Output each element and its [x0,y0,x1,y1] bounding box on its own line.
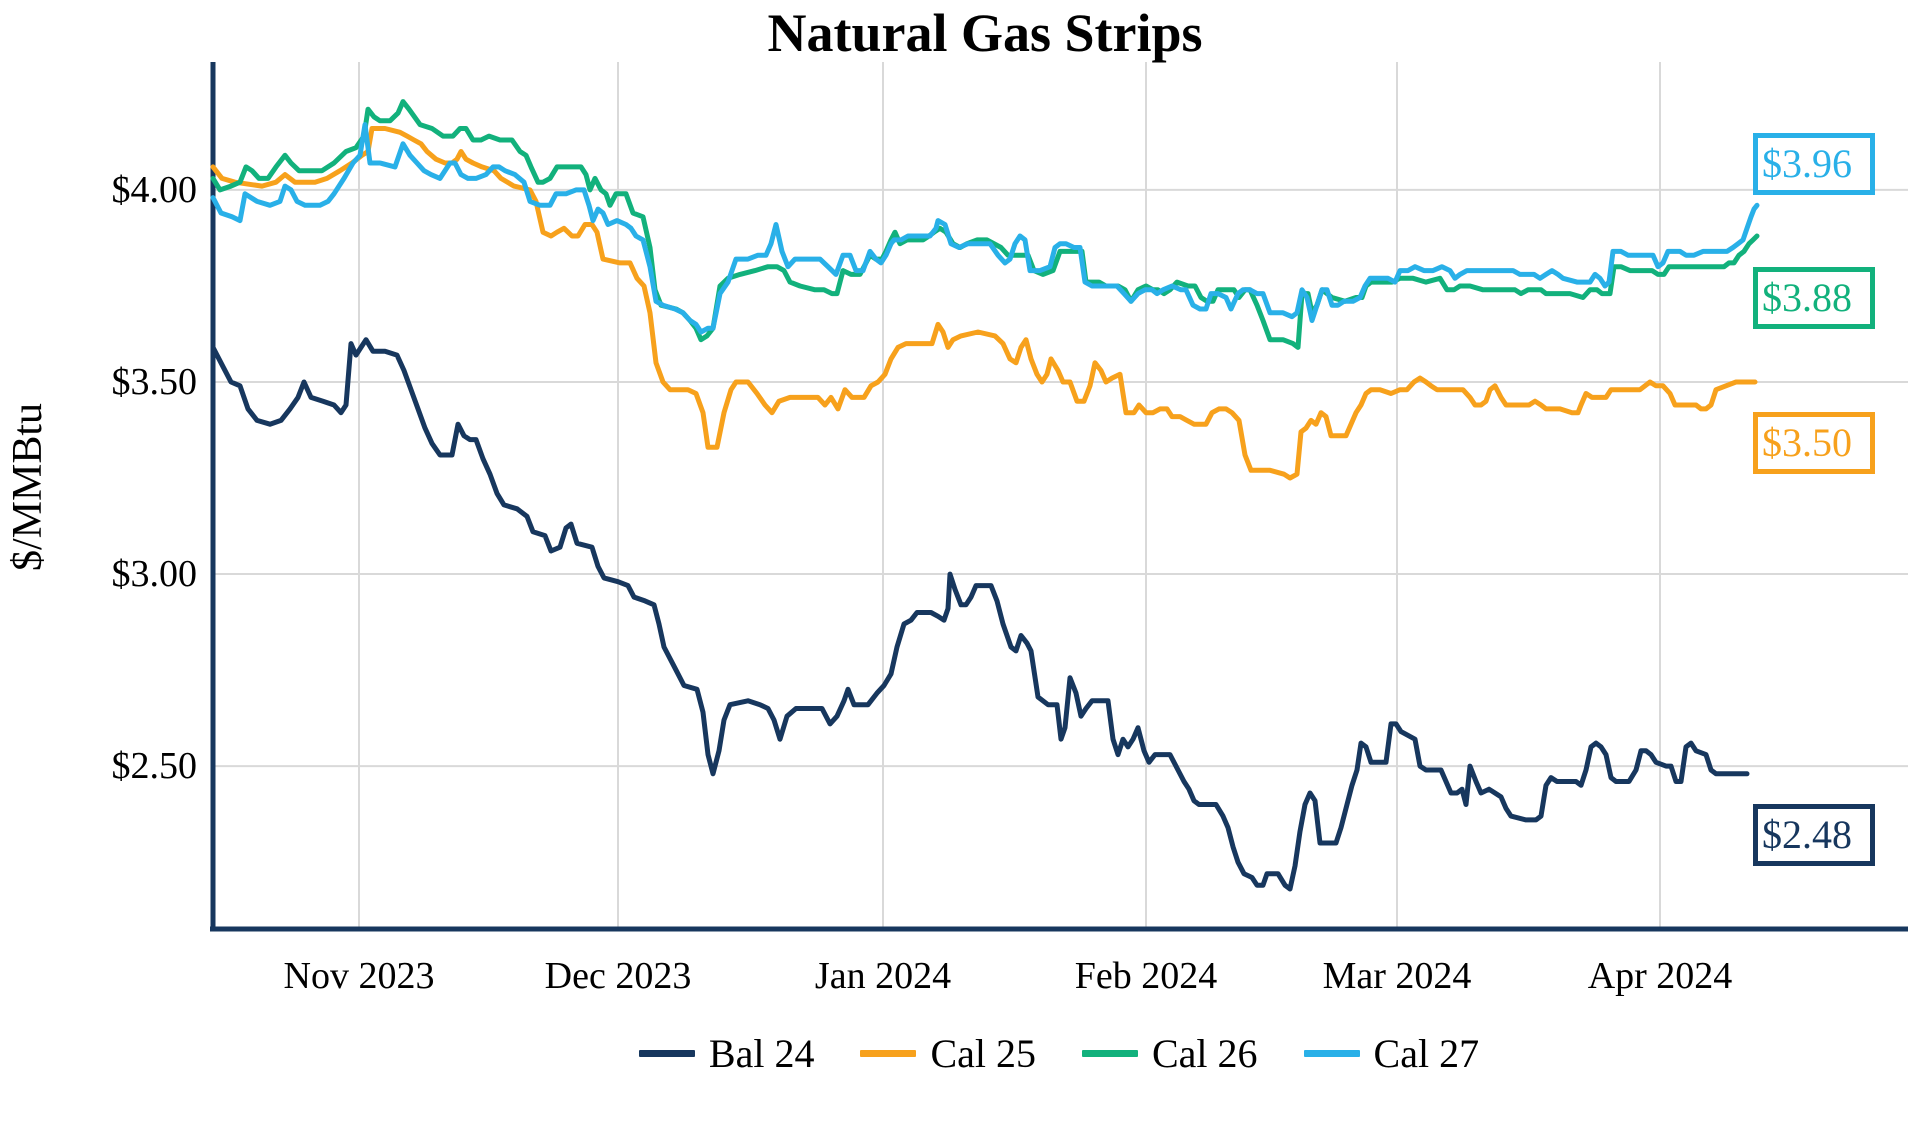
legend-label-cal-25: Cal 25 [930,1031,1036,1076]
legend-label-cal-27: Cal 27 [1373,1031,1480,1076]
series-line-bal-24 [210,337,1750,892]
legend-item-cal-27: Cal 27 [1303,1030,1480,1077]
y-tick-label-3.00: $3.00 [111,553,198,596]
end-value-badge-cal-25: $3.50 [1753,412,1875,474]
x-tick-label-feb-2024: Feb 2024 [1074,955,1218,997]
y-tick-label-4.00: $4.00 [111,168,198,211]
series-line-cal-25 [210,126,1758,481]
series-line-cal-27 [210,122,1760,335]
legend-line-swatch-cal-27 [1303,1050,1360,1057]
y-tick-label-3.50: $3.50 [111,360,198,403]
chart-title: Natural Gas Strips [767,3,1203,63]
y-tick-label-2.50: $2.50 [111,745,198,788]
legend-line-swatch-bal-24 [638,1050,695,1057]
legend-line-swatch-cal-26 [1082,1050,1138,1057]
x-tick-label-mar-2024: Mar 2024 [1322,955,1472,997]
legend-label-cal-26: Cal 26 [1152,1031,1258,1076]
legend-item-cal-26: Cal 26 [1082,1030,1258,1077]
legend-item-bal-24: Bal 24 [638,1030,815,1077]
end-value-badge-cal-27: $3.96 [1753,133,1875,195]
end-value-badge-cal-26: $3.88 [1753,267,1875,329]
x-tick-label-apr-2024: Apr 2024 [1587,955,1733,997]
legend-line-swatch-cal-25 [860,1050,917,1057]
series-line-cal-26 [210,99,1760,350]
chart-legend: Bal 24 Cal 25 Cal 26 Cal 27 [213,1030,1905,1077]
x-tick-label-nov-2023: Nov 2023 [283,955,435,997]
end-value-badge-bal-24: $2.48 [1753,804,1875,866]
x-tick-label-dec-2023: Dec 2023 [544,955,692,997]
x-tick-label-jan-2024: Jan 2024 [814,955,952,997]
legend-label-bal-24: Bal 24 [708,1031,815,1076]
legend-item-cal-25: Cal 25 [860,1030,1036,1077]
